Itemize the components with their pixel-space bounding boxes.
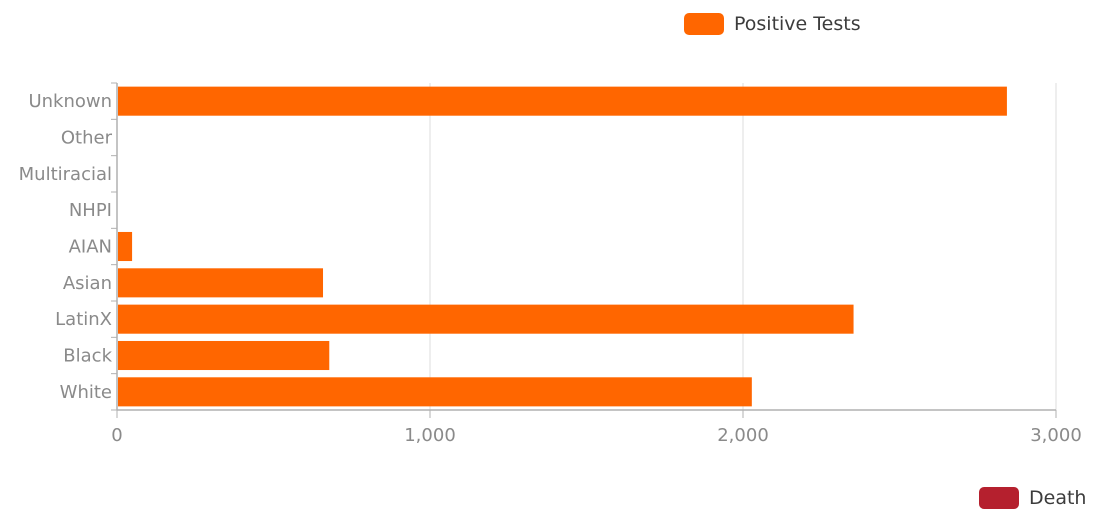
y-tick-label-white: White [60, 382, 112, 403]
y-tick-label-latinx: LatinX [55, 309, 112, 330]
bar-unknown [118, 86, 1007, 116]
y-tick-label-multiracial: Multiracial [19, 164, 112, 185]
axes [111, 82, 1057, 418]
y-tick-label-aian: AIAN [69, 237, 112, 258]
y-tick-label-nhpi: NHPI [69, 200, 112, 221]
y-tick-label-asian: Asian [63, 273, 112, 294]
x-tick-label-3: 3,000 [1030, 425, 1082, 446]
legend-swatch-positive-tests [684, 13, 724, 35]
tick-labels: 0 1,000 2,000 3,000 Unknown Other Multiracial N… [19, 91, 1082, 446]
x-tick-label-2: 2,000 [717, 425, 769, 446]
legend-item-positive-tests[interactable]: Positive Tests [684, 13, 861, 35]
bar-chart: 0 1,000 2,000 3,000 Unknown Other Multiracial N… [19, 82, 1082, 446]
legend-label-positive-tests: Positive Tests [734, 13, 861, 35]
legend-swatch-death [979, 487, 1019, 509]
bar-latinx [118, 304, 854, 334]
gridlines [429, 83, 1057, 410]
x-tick-label-0: 0 [111, 425, 122, 446]
bars [118, 86, 1007, 407]
legend-item-death[interactable]: Death [979, 487, 1086, 509]
bar-black [118, 340, 330, 371]
legend-label-death: Death [1029, 487, 1087, 509]
y-tick-label-unknown: Unknown [28, 91, 112, 112]
y-tick-label-other: Other [61, 128, 113, 149]
bar-aian [118, 231, 133, 262]
bar-white [118, 377, 752, 407]
x-tick-label-1: 1,000 [404, 425, 456, 446]
bar-asian [118, 268, 324, 298]
y-tick-label-black: Black [63, 346, 112, 367]
